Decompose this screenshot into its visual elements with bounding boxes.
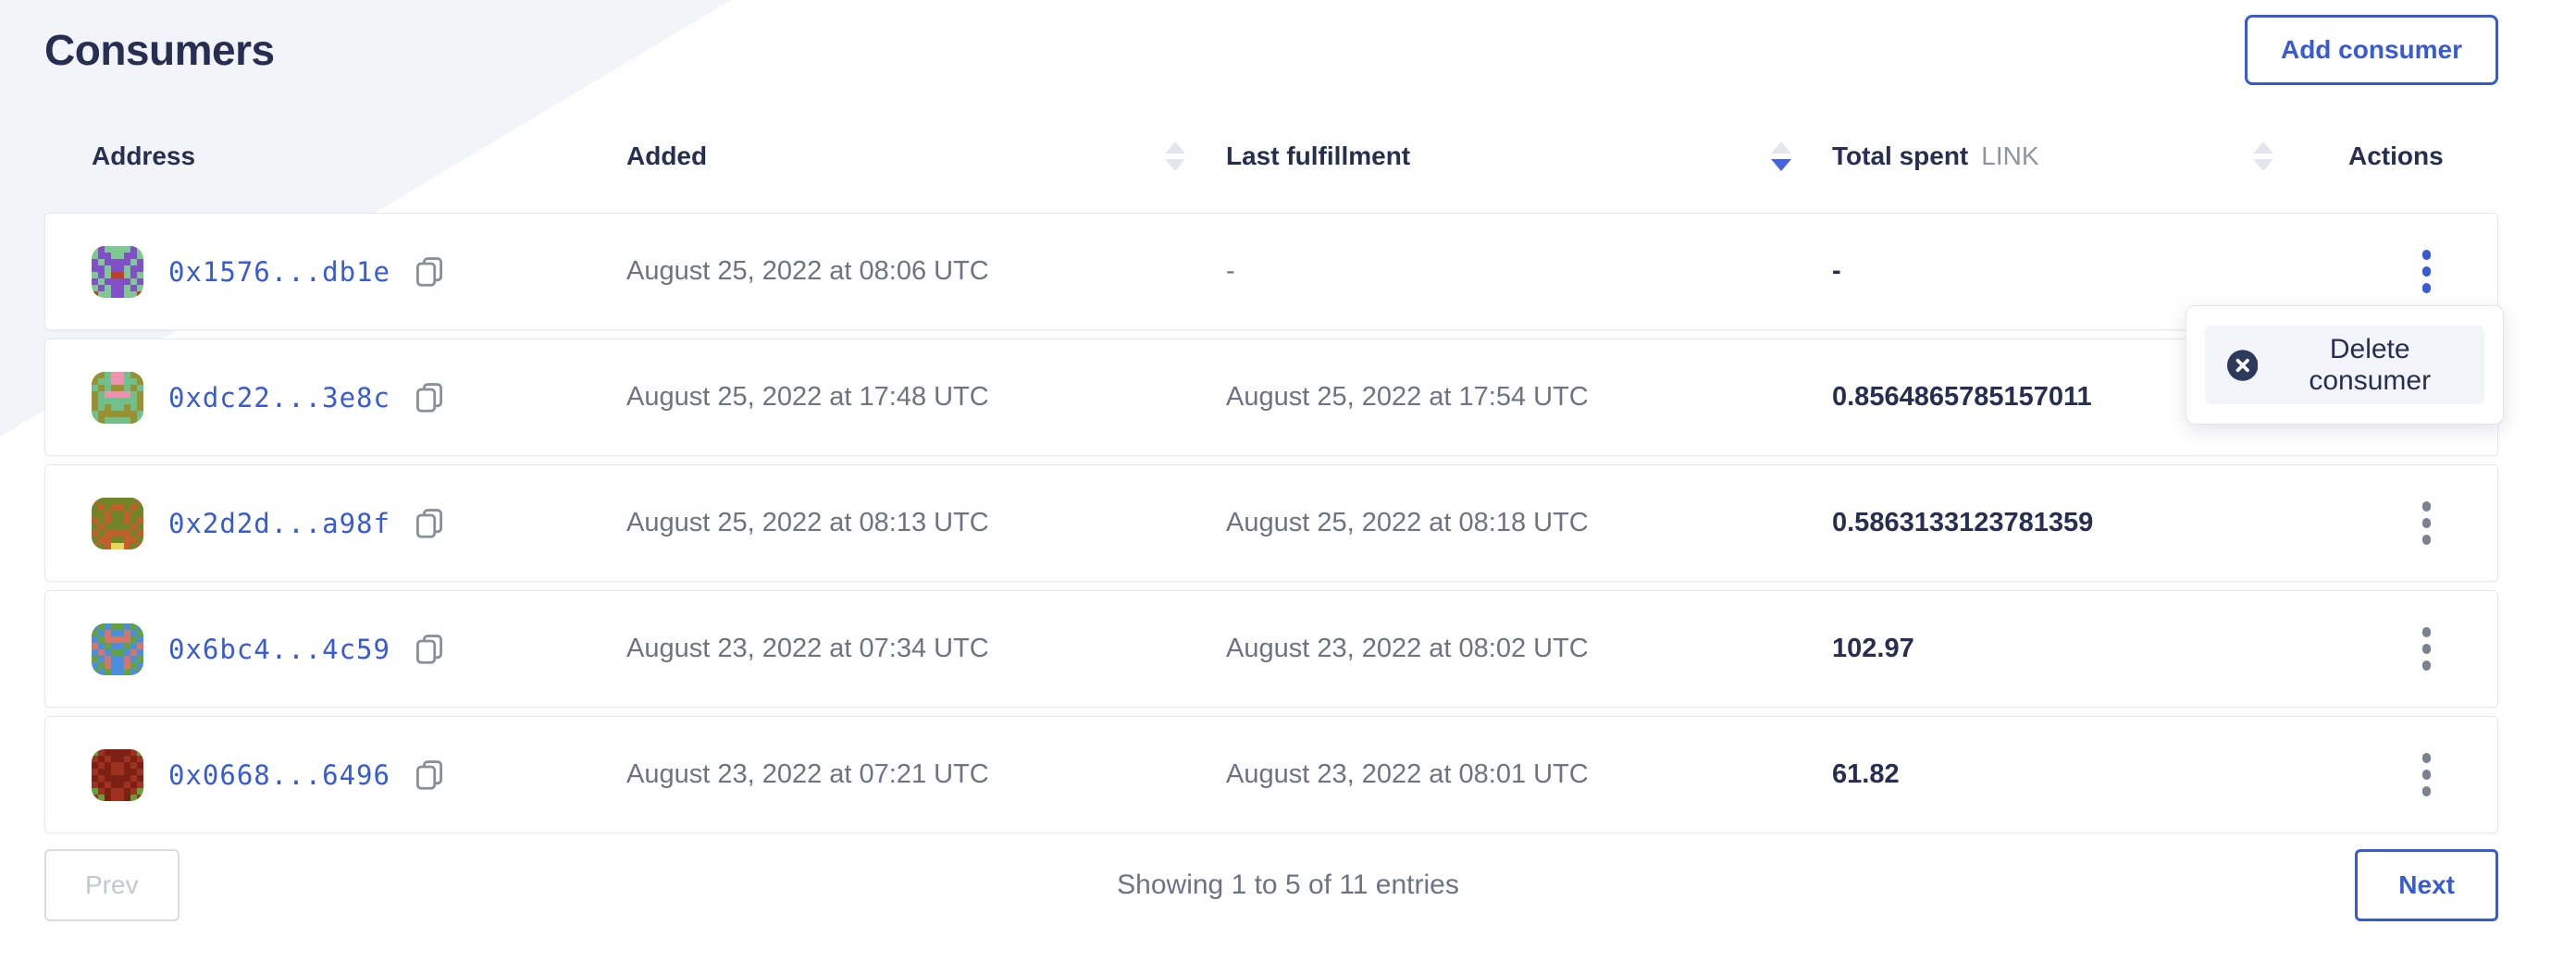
address-cell: 0xdc22...3e8c	[92, 371, 626, 424]
row-actions-menu-button[interactable]	[2415, 494, 2438, 552]
copy-address-button[interactable]	[415, 508, 443, 539]
copy-address-button[interactable]	[415, 382, 443, 413]
total-spent-value: 0.8564865785157011	[1832, 382, 2092, 412]
page-title: Consumers	[44, 26, 275, 74]
row-actions-menu-button[interactable]	[2415, 620, 2438, 678]
column-header-last-fulfillment: Last fulfillment	[1226, 142, 1832, 171]
copy-icon	[415, 382, 443, 413]
table-row: 0xdc22...3e8c August 25, 2022 at 17:48 U…	[44, 339, 2498, 456]
last-fulfillment-value: August 23, 2022 at 08:01 UTC	[1226, 759, 1589, 789]
consumer-address-link[interactable]: 0xdc22...3e8c	[168, 381, 390, 413]
total-spent-value: 61.82	[1832, 759, 1900, 789]
last-fulfillment-value: August 23, 2022 at 08:02 UTC	[1226, 634, 1589, 663]
column-header-actions: Actions	[2348, 142, 2444, 170]
add-consumer-button[interactable]: Add consumer	[2244, 15, 2498, 85]
copy-icon	[415, 759, 443, 790]
copy-address-button[interactable]	[415, 256, 443, 288]
total-spent-value: 102.97	[1832, 634, 1914, 663]
page-header: Consumers Add consumer	[44, 13, 2498, 87]
added-value: August 23, 2022 at 07:34 UTC	[626, 634, 989, 663]
copy-icon	[415, 508, 443, 538]
total-spent-value: 0.5863133123781359	[1832, 508, 2094, 537]
address-cell: 0x1576...db1e	[92, 245, 626, 298]
address-identicon	[92, 371, 143, 424]
consumers-table-body: 0x1576...db1e August 25, 2022 at 08:06 U…	[44, 213, 2498, 833]
copy-icon	[415, 256, 443, 287]
sort-down-icon-active	[1771, 159, 1791, 171]
sort-total-spent-button[interactable]	[2253, 142, 2273, 171]
sort-up-icon	[1165, 142, 1185, 154]
column-header-total-spent: Total spent LINK	[1832, 142, 2314, 171]
copy-address-button[interactable]	[415, 634, 443, 665]
table-row: 0x6bc4...4c59 August 23, 2022 at 07:34 U…	[44, 590, 2498, 708]
sort-added-button[interactable]	[1165, 142, 1185, 171]
table-row: 0x2d2d...a98f August 25, 2022 at 08:13 U…	[44, 464, 2498, 582]
delete-x-circle-icon	[2227, 349, 2259, 381]
consumer-address-link[interactable]: 0x2d2d...a98f	[168, 507, 390, 539]
sort-last-fulfillment-button[interactable]	[1771, 142, 1791, 171]
row-actions-menu-button[interactable]	[2415, 242, 2438, 301]
address-identicon	[92, 748, 143, 801]
consumer-address-link[interactable]: 0x0668...6496	[168, 758, 390, 791]
sort-down-icon	[1165, 159, 1185, 171]
column-header-added: Added	[626, 142, 1226, 171]
consumer-address-link[interactable]: 0x1576...db1e	[168, 255, 390, 288]
address-cell: 0x2d2d...a98f	[92, 497, 626, 549]
added-value: August 25, 2022 at 17:48 UTC	[626, 382, 989, 412]
last-fulfillment-value: August 25, 2022 at 08:18 UTC	[1226, 508, 1589, 537]
table-row: 0x0668...6496 August 23, 2022 at 07:21 U…	[44, 716, 2498, 833]
added-value: August 25, 2022 at 08:13 UTC	[626, 508, 989, 537]
prev-page-button[interactable]: Prev	[44, 849, 180, 921]
next-page-button[interactable]: Next	[2355, 849, 2498, 921]
total-spent-unit-label: LINK	[1981, 142, 2039, 170]
address-identicon	[92, 245, 143, 298]
address-identicon	[92, 497, 143, 549]
last-fulfillment-value: August 25, 2022 at 17:54 UTC	[1226, 382, 1589, 412]
column-header-address: Address	[92, 142, 196, 170]
pagination-bar: Prev Showing 1 to 5 of 11 entries Next	[44, 849, 2498, 921]
address-cell: 0x6bc4...4c59	[92, 623, 626, 675]
added-value: August 25, 2022 at 08:06 UTC	[626, 256, 989, 286]
address-cell: 0x0668...6496	[92, 748, 626, 801]
sort-down-icon	[2253, 159, 2273, 171]
address-identicon	[92, 623, 143, 675]
sort-up-icon	[2253, 142, 2273, 154]
consumer-address-link[interactable]: 0x6bc4...4c59	[168, 633, 390, 665]
sort-up-icon	[1771, 142, 1791, 154]
table-header-row: Address Added Last fulfillment Total spe…	[44, 135, 2498, 178]
row-actions-popup-menu: Delete consumer	[2186, 305, 2504, 425]
delete-consumer-menu-item[interactable]: Delete consumer	[2205, 326, 2484, 404]
last-fulfillment-value: -	[1226, 256, 1235, 286]
total-spent-value: -	[1832, 256, 1841, 286]
row-actions-menu-button[interactable]	[2415, 746, 2438, 804]
table-row: 0x1576...db1e August 25, 2022 at 08:06 U…	[44, 213, 2498, 330]
added-value: August 23, 2022 at 07:21 UTC	[626, 759, 989, 789]
copy-icon	[415, 634, 443, 664]
entries-status-text: Showing 1 to 5 of 11 entries	[1117, 870, 1459, 900]
copy-address-button[interactable]	[415, 759, 443, 791]
